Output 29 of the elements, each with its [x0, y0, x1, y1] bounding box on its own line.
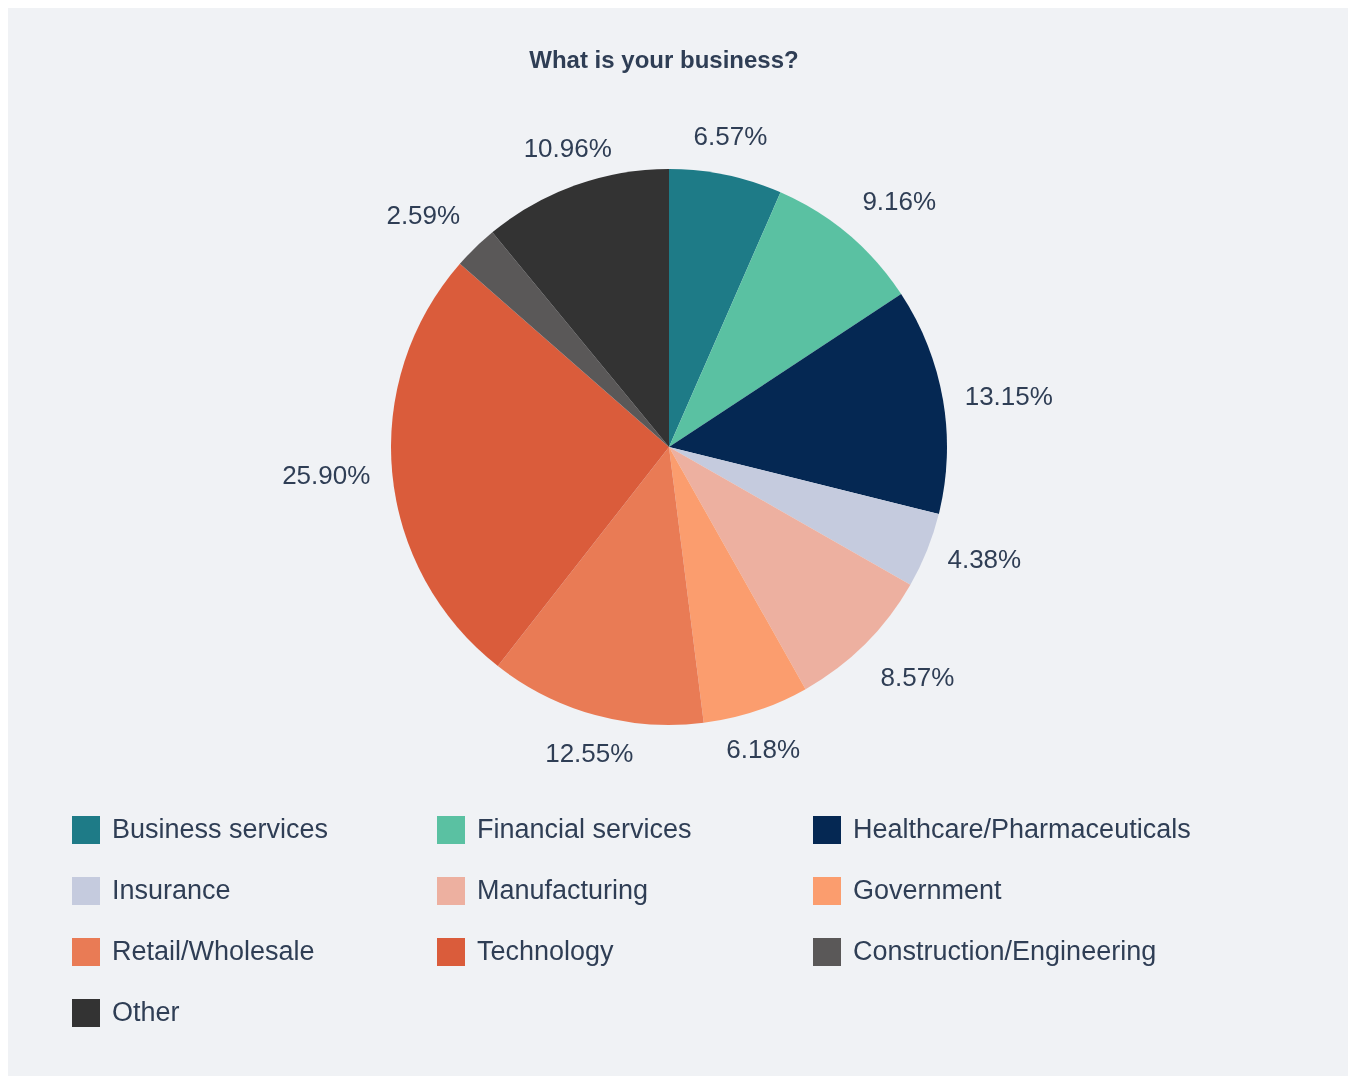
- legend-label: Financial services: [477, 814, 692, 845]
- data-label: 9.16%: [862, 185, 937, 216]
- pie-slice: [497, 447, 704, 725]
- legend-label: Retail/Wholesale: [112, 936, 315, 967]
- data-label: 25.90%: [282, 460, 371, 491]
- pie-slice: [459, 232, 669, 447]
- legend-label: Government: [853, 875, 1002, 906]
- data-label: 12.55%: [545, 738, 634, 769]
- pie-slice: [391, 263, 669, 667]
- pie-slice: [492, 169, 669, 447]
- data-label: 2.59%: [386, 199, 461, 230]
- data-label: 8.57%: [880, 661, 955, 692]
- data-label: 10.96%: [523, 132, 612, 163]
- data-label: 6.57%: [693, 121, 768, 152]
- legend-label: Insurance: [112, 875, 231, 906]
- chart-title: What is your business?: [529, 46, 799, 73]
- legend-label: Manufacturing: [477, 875, 649, 906]
- data-label: 13.15%: [964, 381, 1053, 412]
- legend-label: Business services: [112, 814, 329, 845]
- pie-slice: [669, 294, 947, 515]
- pie-slice: [669, 169, 781, 447]
- data-label: 4.38%: [947, 543, 1022, 574]
- legend-label: Healthcare/Pharmaceuticals: [853, 814, 1191, 845]
- legend-label: Other: [112, 997, 180, 1028]
- legend-label: Technology: [477, 936, 614, 967]
- pie-slice: [669, 447, 806, 723]
- pie-slice: [669, 447, 939, 585]
- legend-label: Construction/Engineering: [853, 936, 1157, 967]
- data-label: 6.18%: [726, 733, 801, 764]
